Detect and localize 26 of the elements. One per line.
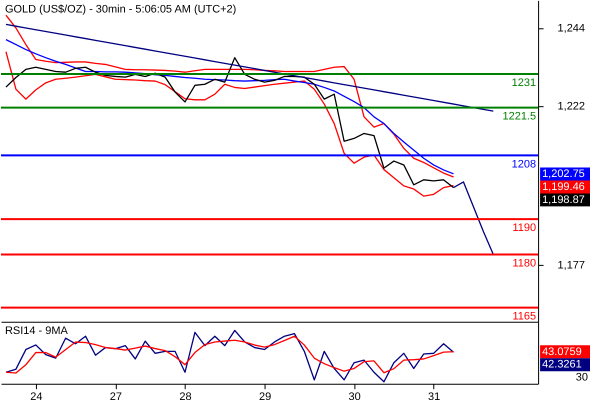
x-tick-label: 29: [258, 391, 272, 400]
line-series: [452, 181, 494, 256]
text: 30: [576, 372, 588, 384]
ref-line-label: 1208: [512, 158, 536, 170]
x-tick-label: 27: [110, 391, 122, 400]
text: 1,198.87: [542, 194, 585, 206]
x-tick-label: 28: [179, 391, 192, 400]
line-series: [5, 14, 454, 178]
text: 1,202.75: [542, 168, 585, 180]
ref-line-label: 1165: [512, 310, 536, 323]
x-tick-label: 31: [428, 391, 440, 400]
ref-line-label: 1190: [512, 222, 536, 234]
x-tick-label: 30: [348, 391, 361, 400]
x-tick-label: 24: [30, 391, 42, 400]
ref-line-label: 1180: [512, 258, 536, 270]
y-tick-label: 1,177: [558, 260, 586, 272]
ref-line-label: 1231: [512, 76, 536, 89]
line-series: [5, 24, 494, 112]
chart-title: GOLD (US$/OZ) - 30min - 5:06:05 AM (UTC+2): [4, 3, 236, 16]
y-tick-label: 1,244: [558, 22, 586, 34]
y-tick-label: 1,222: [558, 100, 586, 112]
text: 1,199.46: [542, 180, 585, 193]
chart-title: RSI14 - 9MA: [4, 324, 68, 337]
ref-line-label: 1221.5: [502, 110, 536, 123]
text: 42.3261: [542, 358, 582, 371]
text: 43.0759: [542, 346, 582, 358]
